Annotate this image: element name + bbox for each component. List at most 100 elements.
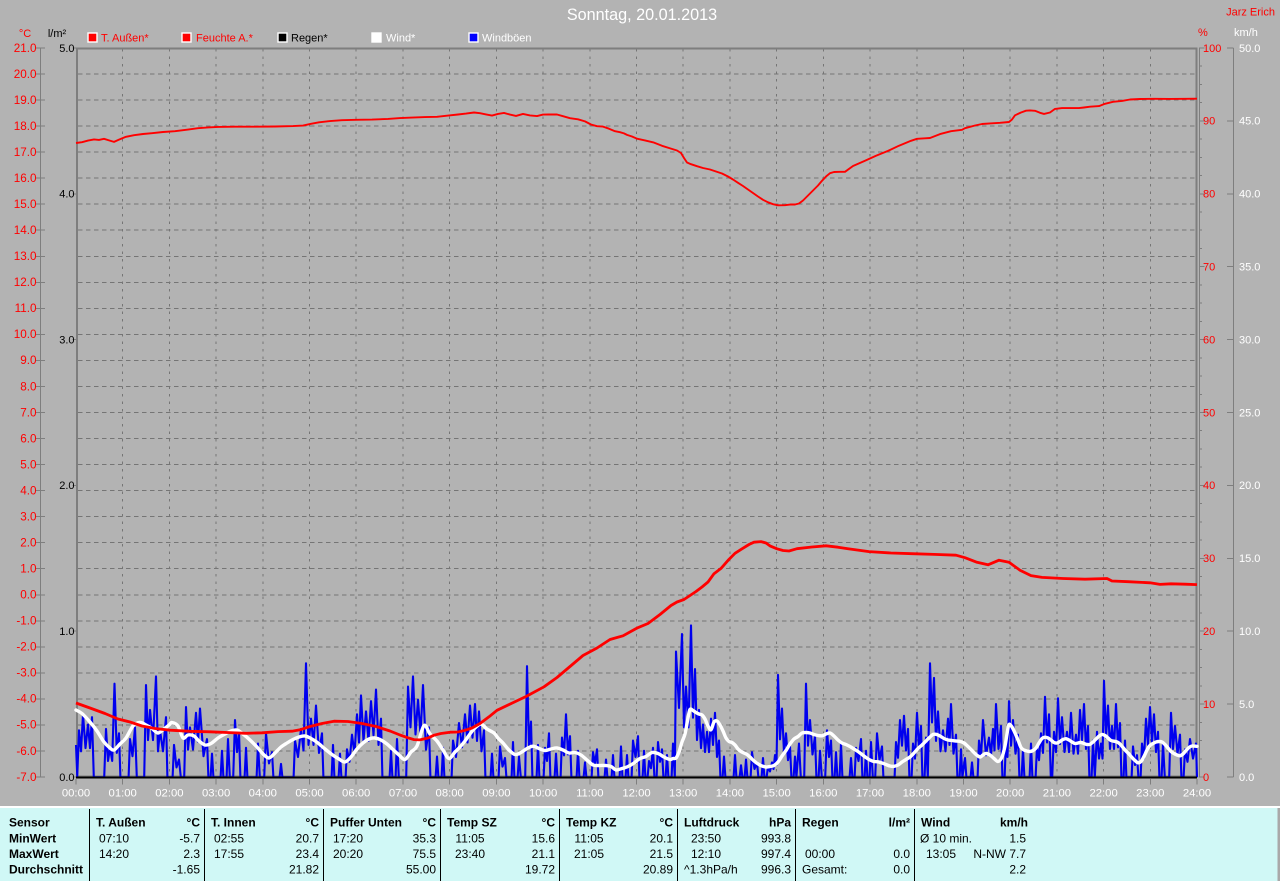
svg-text:2.0: 2.0 xyxy=(20,537,37,550)
svg-text:25.0: 25.0 xyxy=(1239,407,1260,419)
svg-text:17:55: 17:55 xyxy=(214,847,244,861)
svg-text:05:00: 05:00 xyxy=(295,788,323,800)
svg-text:km/h: km/h xyxy=(1234,27,1258,39)
svg-text:13:05: 13:05 xyxy=(926,847,956,861)
svg-text:10: 10 xyxy=(1203,699,1215,711)
svg-text:14.0: 14.0 xyxy=(14,224,37,237)
svg-text:°C: °C xyxy=(542,816,556,830)
svg-text:Wind*: Wind* xyxy=(386,33,416,45)
svg-text:km/h: km/h xyxy=(1000,816,1028,830)
svg-text:-6.0: -6.0 xyxy=(16,745,37,758)
svg-text:20: 20 xyxy=(1203,626,1215,638)
svg-text:16.0: 16.0 xyxy=(14,172,37,185)
svg-text:996.3: 996.3 xyxy=(761,863,791,877)
svg-text:2.0: 2.0 xyxy=(59,480,74,492)
svg-text:07:10: 07:10 xyxy=(99,832,129,846)
svg-text:1.0: 1.0 xyxy=(59,626,74,638)
svg-text:°C: °C xyxy=(423,816,437,830)
svg-text:06:00: 06:00 xyxy=(342,788,370,800)
svg-text:19:00: 19:00 xyxy=(949,788,977,800)
svg-text:-1.65: -1.65 xyxy=(173,863,201,877)
svg-text:-7.0: -7.0 xyxy=(16,771,37,784)
svg-text:21:00: 21:00 xyxy=(1043,788,1071,800)
svg-text:MinWert: MinWert xyxy=(9,832,56,846)
svg-text:3.0: 3.0 xyxy=(59,334,74,346)
svg-text:Puffer Unten: Puffer Unten xyxy=(330,816,402,830)
svg-text:12.0: 12.0 xyxy=(14,276,37,289)
svg-text:Sensor: Sensor xyxy=(9,816,50,830)
svg-text:T. Innen: T. Innen xyxy=(211,816,256,830)
svg-text:19.72: 19.72 xyxy=(525,863,555,877)
svg-text:2.2: 2.2 xyxy=(1009,863,1026,877)
svg-text:12:00: 12:00 xyxy=(622,788,650,800)
svg-text:15.6: 15.6 xyxy=(532,832,556,846)
svg-text:11:00: 11:00 xyxy=(576,788,603,800)
svg-text:90: 90 xyxy=(1203,116,1215,128)
svg-text:10.0: 10.0 xyxy=(1239,626,1260,638)
svg-text:45.0: 45.0 xyxy=(1239,116,1260,128)
svg-text:Ø 10 min.: Ø 10 min. xyxy=(920,832,972,846)
svg-text:16:00: 16:00 xyxy=(809,788,837,800)
svg-text:21.82: 21.82 xyxy=(289,863,319,877)
svg-text:20.0: 20.0 xyxy=(14,68,37,81)
svg-text:997.4: 997.4 xyxy=(761,847,791,861)
svg-text:5.0: 5.0 xyxy=(59,43,74,55)
svg-text:^1.3hPa/h: ^1.3hPa/h xyxy=(684,863,738,877)
svg-text:0.0: 0.0 xyxy=(893,863,910,877)
svg-text:23:00: 23:00 xyxy=(1136,788,1164,800)
svg-text:30: 30 xyxy=(1203,553,1215,565)
svg-text:20.1: 20.1 xyxy=(650,832,674,846)
svg-text:Temp SZ: Temp SZ xyxy=(447,816,497,830)
svg-text:-5.7: -5.7 xyxy=(179,832,200,846)
svg-text:11:05: 11:05 xyxy=(455,832,484,846)
svg-text:03:00: 03:00 xyxy=(202,788,230,800)
svg-text:23:40: 23:40 xyxy=(455,847,485,861)
svg-text:5.0: 5.0 xyxy=(20,458,37,471)
svg-text:70: 70 xyxy=(1203,262,1215,274)
svg-text:Regen*: Regen* xyxy=(291,33,328,45)
svg-text:30.0: 30.0 xyxy=(1239,334,1260,346)
svg-text:l/m²: l/m² xyxy=(48,28,67,40)
svg-text:l/m²: l/m² xyxy=(889,816,910,830)
svg-text:14:20: 14:20 xyxy=(99,847,129,861)
svg-text:MaxWert: MaxWert xyxy=(9,847,59,861)
svg-text:5.0: 5.0 xyxy=(1239,699,1254,711)
svg-text:18.0: 18.0 xyxy=(14,120,37,133)
svg-text:7.0: 7.0 xyxy=(20,406,37,419)
svg-text:50.0: 50.0 xyxy=(1239,43,1260,55)
svg-text:-3.0: -3.0 xyxy=(16,667,37,680)
svg-text:09:00: 09:00 xyxy=(482,788,510,800)
svg-text:17:00: 17:00 xyxy=(856,788,884,800)
svg-text:100: 100 xyxy=(1203,43,1221,55)
svg-text:18:00: 18:00 xyxy=(903,788,931,800)
svg-text:hPa: hPa xyxy=(769,816,791,830)
svg-text:Wind: Wind xyxy=(921,816,950,830)
svg-text:4.0: 4.0 xyxy=(59,189,74,201)
svg-text:N-NW 7.7: N-NW 7.7 xyxy=(973,847,1026,861)
svg-text:35.0: 35.0 xyxy=(1239,262,1260,274)
svg-text:12:10: 12:10 xyxy=(691,847,721,861)
svg-text:°C: °C xyxy=(660,816,674,830)
svg-text:1.0: 1.0 xyxy=(20,563,37,576)
svg-text:80: 80 xyxy=(1203,189,1215,201)
svg-text:21.0: 21.0 xyxy=(14,42,37,55)
svg-text:17.0: 17.0 xyxy=(14,146,37,159)
svg-text:17:20: 17:20 xyxy=(333,832,363,846)
svg-text:4.0: 4.0 xyxy=(20,484,37,497)
svg-text:T. Außen*: T. Außen* xyxy=(101,33,149,45)
svg-text:22:00: 22:00 xyxy=(1089,788,1117,800)
svg-text:20.7: 20.7 xyxy=(296,832,320,846)
svg-text:Gesamt:: Gesamt: xyxy=(802,863,847,877)
svg-text:9.0: 9.0 xyxy=(20,354,37,367)
svg-text:0.0: 0.0 xyxy=(1239,772,1254,784)
svg-text:%: % xyxy=(1198,27,1208,39)
svg-text:21.5: 21.5 xyxy=(650,847,674,861)
svg-text:15:00: 15:00 xyxy=(762,788,790,800)
svg-text:55.00: 55.00 xyxy=(406,863,436,877)
svg-text:24:00: 24:00 xyxy=(1183,788,1211,800)
svg-text:°C: °C xyxy=(187,816,201,830)
svg-text:993.8: 993.8 xyxy=(761,832,791,846)
svg-text:Luftdruck: Luftdruck xyxy=(684,816,740,830)
svg-text:8.0: 8.0 xyxy=(20,380,37,393)
svg-text:23:50: 23:50 xyxy=(691,832,721,846)
